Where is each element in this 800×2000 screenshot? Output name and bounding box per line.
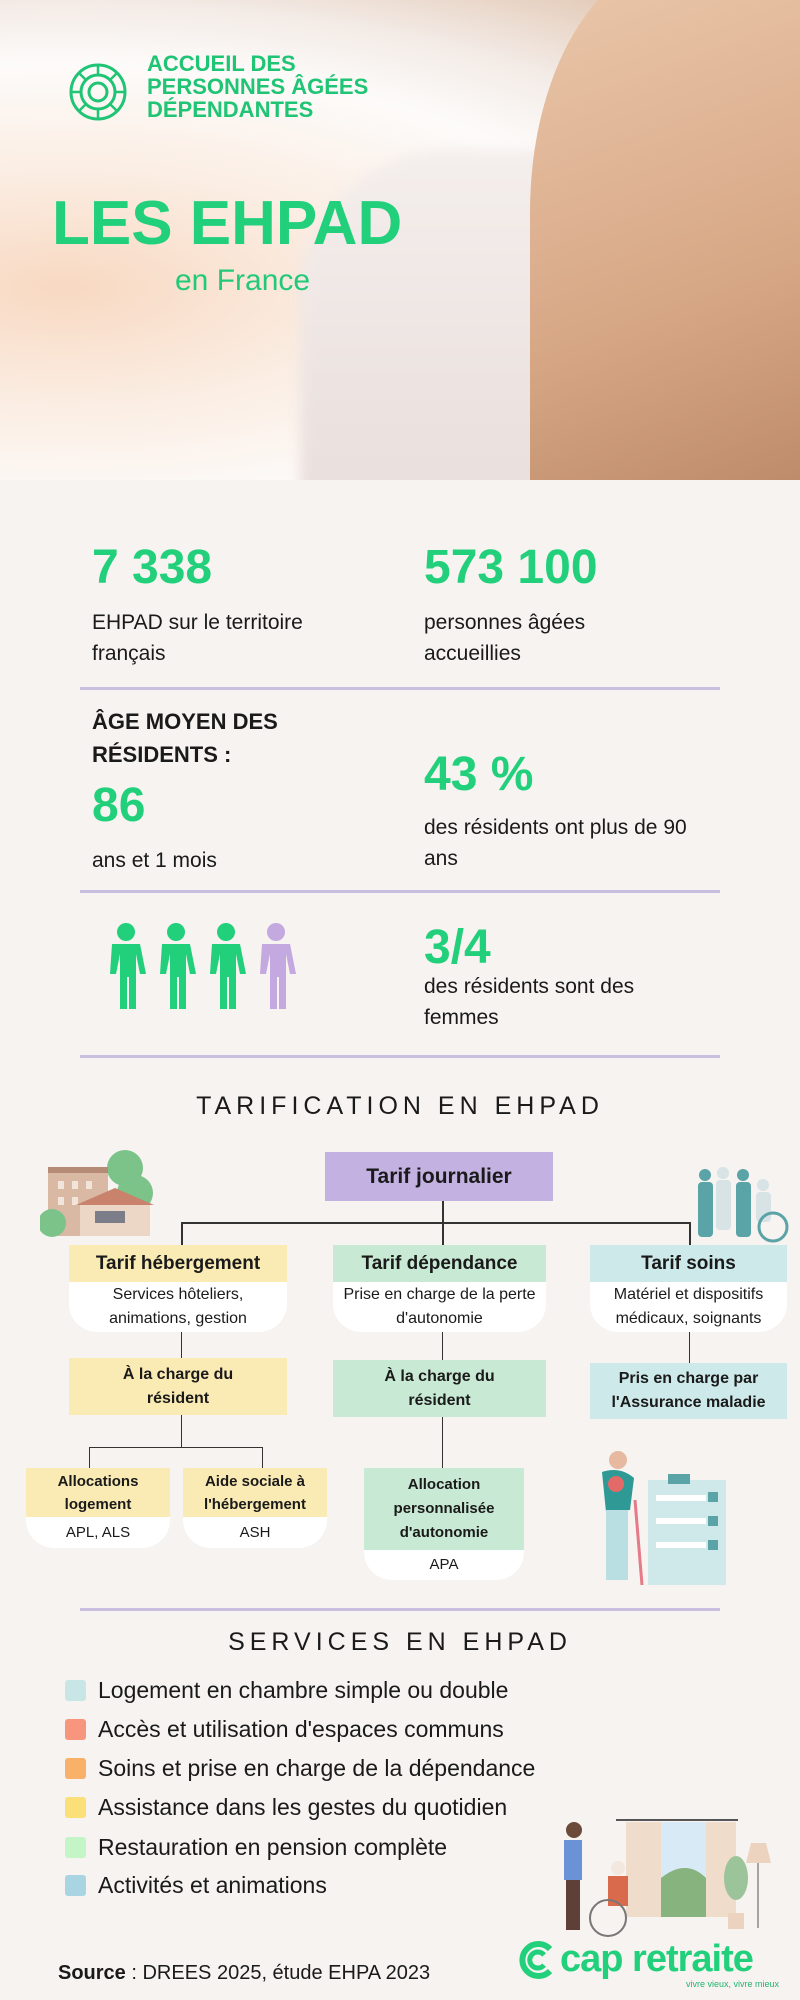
tarif-soins-desc: Matériel et dispositifs médicaux, soigna… xyxy=(590,1282,787,1332)
patient-clipboard-illustration xyxy=(602,1451,726,1586)
logo-line: DÉPENDANTES xyxy=(147,97,314,122)
aide-sociale-desc: ASH xyxy=(183,1517,327,1548)
service-item: Accès et utilisation d'espaces communs xyxy=(65,1716,504,1743)
apa-desc: APA xyxy=(364,1550,524,1580)
service-label: Restauration en pension complète xyxy=(98,1834,448,1860)
tarif-soins-header: Tarif soins xyxy=(590,1245,787,1282)
care-staff-illustration xyxy=(698,1167,789,1243)
service-label: Activités et animations xyxy=(98,1872,327,1898)
service-label: Soins et prise en charge de la dépendanc… xyxy=(98,1755,536,1781)
logo-line: PERSONNES ÂGÉES xyxy=(147,74,369,99)
connector xyxy=(181,1222,690,1224)
allocations-logement-header: Allocations logement xyxy=(26,1468,170,1517)
stat-residents: 573 100 xyxy=(424,541,598,594)
divider xyxy=(80,1608,720,1611)
soins-charge: Pris en charge par l'Assurance maladie xyxy=(590,1363,787,1419)
stat-over90-label: des résidents ont plus de 90 ans xyxy=(424,816,687,870)
age-heading: ÂGE MOYEN DES RÉSIDENTS : xyxy=(92,709,278,767)
person-icon xyxy=(260,923,296,1009)
stat-age: 86 xyxy=(92,779,146,832)
connector xyxy=(181,1415,182,1447)
brand-tagline: vivre vieux, vivre mieux xyxy=(686,1979,780,1989)
brand-name: cap retraite xyxy=(560,1938,754,1980)
person-icon xyxy=(110,923,146,1009)
connector xyxy=(689,1332,690,1363)
service-label: Assistance dans les gestes du quotidien xyxy=(98,1794,508,1820)
service-label: Accès et utilisation d'espaces communs xyxy=(98,1716,504,1742)
service-color-swatch xyxy=(65,1797,86,1818)
connector xyxy=(262,1447,263,1468)
source-text: : DREES 2025, étude EHPA 2023 xyxy=(125,1962,431,1984)
tarif-dependance-desc: Prise en charge de la perte d'autonomie xyxy=(333,1282,546,1332)
connector xyxy=(442,1417,443,1468)
service-item: Activités et animations xyxy=(65,1872,327,1899)
service-color-swatch xyxy=(65,1680,86,1701)
page-subtitle: en France xyxy=(175,264,311,297)
photo-neck xyxy=(530,0,800,480)
stat-women: 3/4 xyxy=(424,921,491,974)
service-item: Restauration en pension complète xyxy=(65,1834,447,1861)
connector xyxy=(89,1447,263,1448)
tarif-journalier-box: Tarif journalier xyxy=(325,1152,553,1201)
connector xyxy=(689,1222,691,1245)
person-icon xyxy=(210,923,246,1009)
logo-sun-icon xyxy=(69,63,127,121)
logo-line: ACCUEIL DES xyxy=(147,51,296,76)
connector xyxy=(181,1222,183,1245)
source-note: Source : DREES 2025, étude EHPA 2023 xyxy=(58,1962,430,1985)
connector xyxy=(181,1332,182,1358)
service-label: Logement en chambre simple ou double xyxy=(98,1677,509,1703)
tarif-hebergement-desc: Services hôteliers, animations, gestion xyxy=(69,1282,287,1332)
divider xyxy=(80,890,720,893)
stat-age-label: ans et 1 mois xyxy=(92,849,217,872)
logo-text: ACCUEIL DES PERSONNES ÂGÉES DÉPENDANTES xyxy=(147,52,368,121)
person-icon xyxy=(160,923,196,1009)
aide-sociale-header: Aide sociale à l'hébergement xyxy=(183,1468,327,1517)
tarif-dependance-header: Tarif dépendance xyxy=(333,1245,546,1282)
page-title: LES EHPAD xyxy=(52,189,403,258)
service-color-swatch xyxy=(65,1875,86,1896)
allocations-logement-desc: APL, ALS xyxy=(26,1517,170,1548)
service-item: Logement en chambre simple ou double xyxy=(65,1677,508,1704)
wheelchair-room-illustration xyxy=(564,1819,771,1937)
hero-photo xyxy=(0,0,800,480)
stat-ehpad-count: 7 338 xyxy=(92,541,213,594)
stat-over90: 43 % xyxy=(424,748,534,801)
service-item: Soins et prise en charge de la dépendanc… xyxy=(65,1755,535,1782)
divider xyxy=(80,687,720,690)
service-item: Assistance dans les gestes du quotidien xyxy=(65,1794,507,1821)
cap-retraite-icon xyxy=(519,1940,553,1979)
people-icons xyxy=(110,923,296,1009)
service-color-swatch xyxy=(65,1837,86,1858)
stat-residents-label: personnes âgées accueillies xyxy=(424,611,586,665)
tarif-hebergement-header: Tarif hébergement xyxy=(69,1245,287,1282)
dependance-charge: À la charge du résident xyxy=(333,1360,546,1417)
source-label: Source xyxy=(58,1962,126,1984)
cap-retraite-logo[interactable]: cap retraite xyxy=(516,1938,754,1981)
connector xyxy=(442,1332,443,1360)
stat-women-label: des résidents sont des femmes xyxy=(424,975,635,1029)
stat-ehpad-label: EHPAD sur le territoire français xyxy=(92,611,303,665)
apa-header: Allocation personnalisée d'autonomie xyxy=(364,1468,524,1550)
section-title-tarification: TARIFICATION EN EHPAD xyxy=(196,1092,604,1120)
building-illustration xyxy=(40,1150,154,1237)
divider xyxy=(80,1055,720,1058)
service-color-swatch xyxy=(65,1719,86,1740)
hebergement-charge: À la charge du résident xyxy=(69,1358,287,1415)
service-color-swatch xyxy=(65,1758,86,1779)
connector xyxy=(89,1447,90,1468)
section-title-services: SERVICES EN EHPAD xyxy=(228,1628,572,1656)
